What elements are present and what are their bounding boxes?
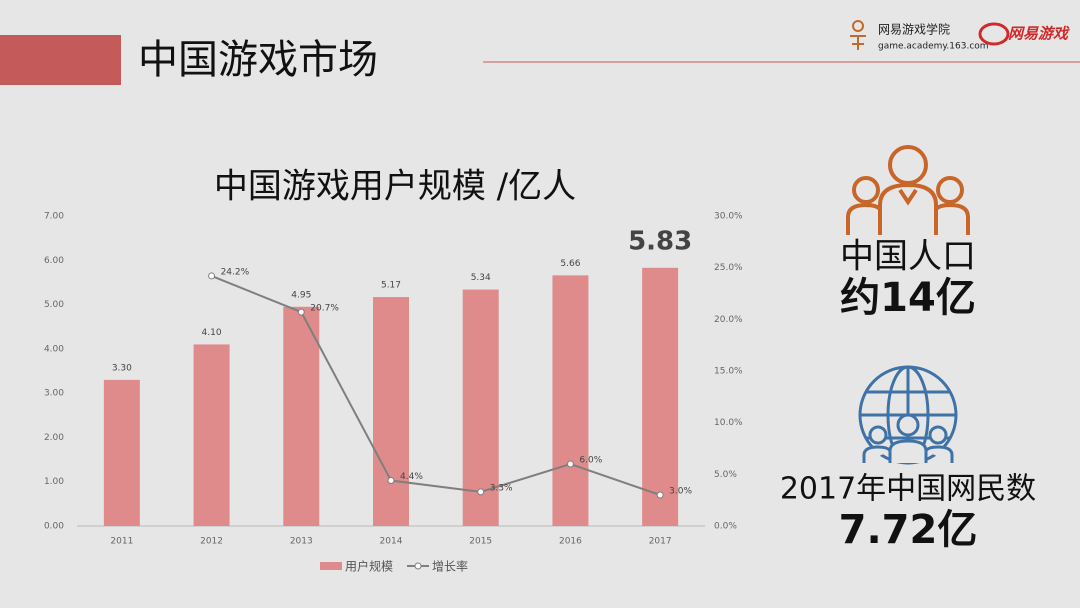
data-label: 3.0%	[669, 487, 692, 497]
y2-tick-label: 20.0%	[714, 315, 743, 325]
bar	[642, 267, 679, 526]
bar	[462, 289, 499, 526]
line-marker	[208, 272, 216, 280]
line-marker	[566, 460, 574, 468]
legend-swatch	[414, 562, 422, 570]
header-title: 中国游戏市场	[138, 37, 378, 83]
x-tick-label: 2017	[649, 537, 672, 547]
legend-label: 用户规模	[345, 559, 393, 574]
data-label: 4.95	[291, 290, 311, 300]
data-label: 20.7%	[310, 304, 339, 314]
y2-tick-label: 5.0%	[714, 470, 737, 480]
data-label: 5.66	[560, 259, 580, 269]
people-icon	[846, 145, 970, 235]
y-tick-label: 1.00	[44, 477, 64, 487]
x-tick-label: 2013	[290, 537, 313, 547]
line	[211, 275, 661, 496]
x-tick-label: 2011	[110, 537, 133, 547]
x-tick-label: 2016	[559, 537, 582, 547]
y2-tick-label: 10.0%	[714, 418, 743, 428]
bar	[373, 297, 409, 526]
data-label: 3.30	[112, 363, 132, 373]
logo-name: 网易游戏学院	[878, 22, 950, 37]
y-tick-label: 2.00	[44, 433, 64, 443]
data-label: 5.83	[628, 226, 692, 256]
bar	[283, 306, 320, 526]
bar	[193, 344, 230, 526]
legend-label: 增长率	[432, 559, 468, 574]
brand-name: 网易游戏	[1008, 25, 1070, 43]
data-label: 4.10	[202, 328, 222, 338]
y-tick-label: 3.00	[44, 389, 64, 399]
x-tick-label: 2012	[200, 537, 223, 547]
x-tick-label: 2014	[380, 537, 403, 547]
y2-tick-label: 0.0%	[714, 522, 737, 532]
data-label: 6.0%	[579, 456, 602, 466]
brand-icon	[978, 22, 1010, 46]
data-label: 5.17	[381, 281, 401, 291]
data-label: 4.4%	[400, 472, 423, 482]
y-tick-label: 4.00	[44, 344, 64, 354]
legend-swatch	[320, 562, 342, 570]
line-marker	[477, 488, 485, 496]
data-label: 3.3%	[490, 483, 513, 493]
chart-title: 中国游戏用户规模 /亿人	[214, 167, 576, 207]
stat-value: 7.72亿	[839, 507, 978, 553]
y2-tick-label: 25.0%	[714, 263, 743, 273]
y-tick-label: 7.00	[44, 212, 64, 222]
stat-value: 约14亿	[840, 275, 976, 321]
logo-url: game.academy.163.com	[878, 42, 989, 52]
y-tick-label: 5.00	[44, 300, 64, 310]
bar	[552, 275, 589, 526]
y2-tick-label: 15.0%	[714, 367, 743, 377]
data-label: 24.2%	[221, 267, 250, 277]
line-marker	[297, 308, 305, 316]
bar	[103, 379, 140, 526]
line-marker	[656, 491, 664, 499]
header-bar	[0, 35, 121, 85]
x-tick-label: 2015	[469, 537, 492, 547]
globe-icon	[858, 365, 958, 465]
data-label: 5.34	[471, 273, 491, 283]
y-tick-label: 6.00	[44, 256, 64, 266]
line-marker	[387, 477, 395, 485]
logo-icon	[850, 20, 866, 50]
y-tick-label: 0.00	[44, 522, 64, 532]
stat-label: 中国人口	[840, 237, 976, 277]
y2-tick-label: 30.0%	[714, 212, 743, 222]
stat-label: 2017年中国网民数	[780, 472, 1036, 507]
